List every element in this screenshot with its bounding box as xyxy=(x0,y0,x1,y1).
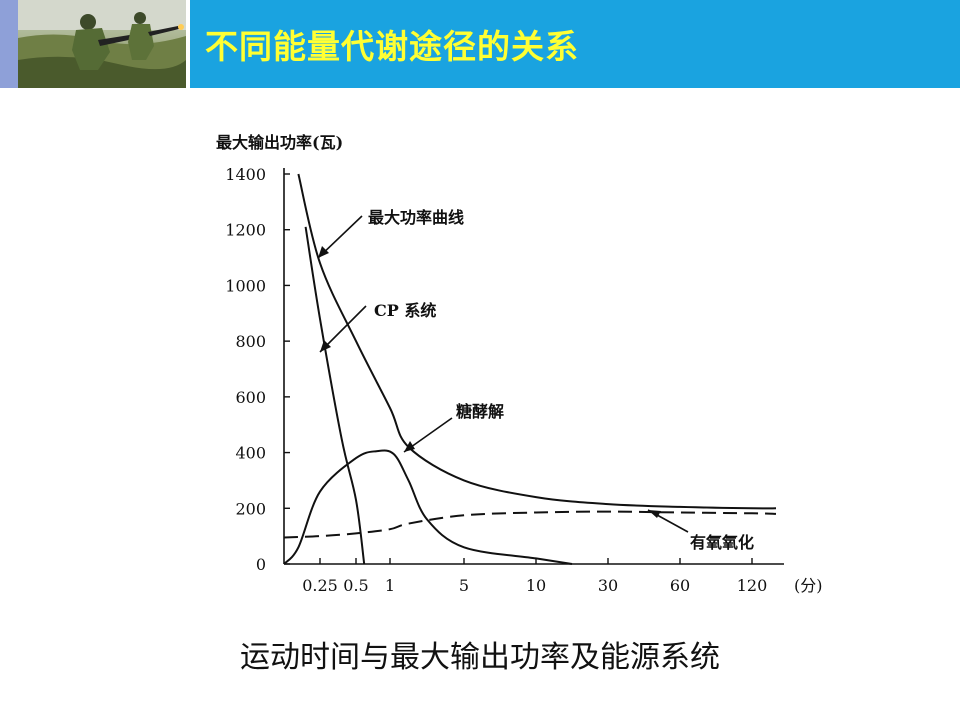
x-tick-label: 30 xyxy=(598,576,618,595)
x-tick-labels: 0.25 0.5 1 5 10 30 60 120 xyxy=(302,558,767,595)
aerobic-arrowhead xyxy=(648,510,661,518)
cp-system-curve xyxy=(304,226,366,565)
x-tick-label: 10 xyxy=(526,576,546,595)
y-tick-label: 1000 xyxy=(225,276,266,295)
photo-frame xyxy=(186,0,190,88)
cp-arrowhead xyxy=(320,340,331,352)
label-glycolysis: 糖酵解 xyxy=(456,402,504,421)
title-left-strip xyxy=(0,0,18,88)
y-tick-label: 800 xyxy=(235,332,266,351)
y-tick-labels: 0 200 400 600 800 1000 1200 1400 xyxy=(225,165,290,574)
x-tick-label: 0.25 xyxy=(302,576,338,595)
glycolysis-arrowhead xyxy=(404,441,415,452)
glycolysis-curve xyxy=(283,449,573,565)
soldiers-training-photo-icon xyxy=(18,0,186,88)
chart-area: 最大输出功率(瓦) 0 200 400 600 800 1000 1200 1400 0.25… xyxy=(196,120,836,612)
x-axis-label: (分) xyxy=(794,576,823,595)
aerobic-oxidation-curve xyxy=(283,510,777,539)
y-tick-label: 0 xyxy=(256,555,266,574)
x-tick-label: 120 xyxy=(737,576,768,595)
label-aerobic: 有氧氧化 xyxy=(690,533,754,552)
x-tick-label: 1 xyxy=(385,576,395,595)
label-max-power: 最大功率曲线 xyxy=(368,208,464,227)
y-tick-label: 400 xyxy=(235,444,266,463)
y-axis-label: 最大输出功率(瓦) xyxy=(216,133,343,152)
max-power-curve xyxy=(297,173,777,510)
max-power-arrowhead xyxy=(318,246,329,258)
y-tick-label: 600 xyxy=(235,388,266,407)
series-annotations: 最大功率曲线 CP 系统 糖酵解 有氧氧化 xyxy=(317,208,754,552)
series-lines xyxy=(283,173,777,565)
y-tick-label: 1200 xyxy=(225,221,266,240)
x-tick-label: 0.5 xyxy=(343,576,368,595)
energy-system-chart: 最大输出功率(瓦) 0 200 400 600 800 1000 1200 1400 0.25… xyxy=(216,133,823,595)
y-tick-label: 1400 xyxy=(225,165,266,184)
x-tick-label: 60 xyxy=(670,576,690,595)
y-tick-label: 200 xyxy=(235,499,266,518)
x-tick-label: 5 xyxy=(459,576,469,595)
label-cp-system: CP 系统 xyxy=(374,301,436,320)
chart-caption: 运动时间与最大输出功率及能源系统 xyxy=(240,640,720,675)
page-title: 不同能量代谢途径的关系 xyxy=(205,27,579,66)
chart-axes xyxy=(283,168,784,565)
